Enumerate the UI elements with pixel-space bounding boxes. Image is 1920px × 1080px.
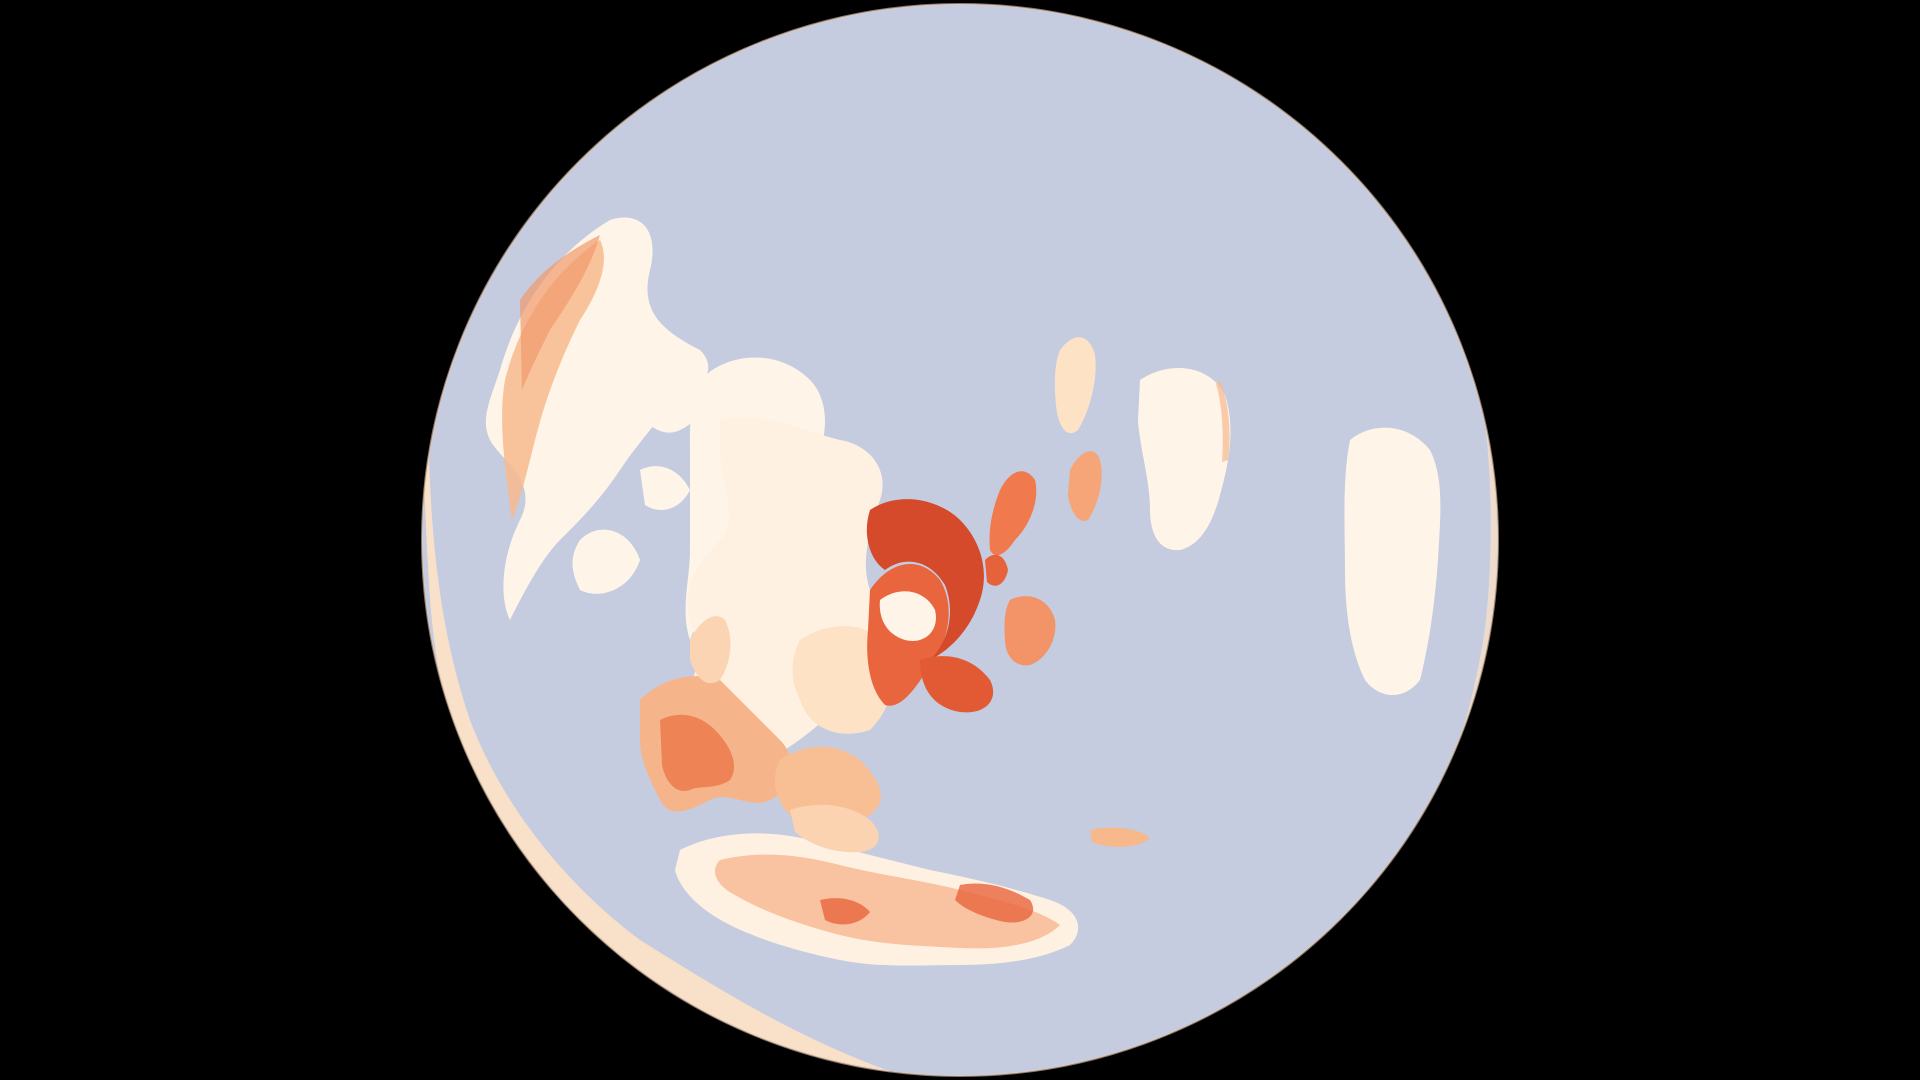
landmass-japan — [989, 471, 1037, 556]
landmass-east-china-coast — [920, 656, 994, 713]
landmass-north-america-density — [502, 240, 604, 520]
landmass-limb-fringe-left — [422, 210, 900, 1076]
landmass-far-east — [1054, 337, 1096, 434]
landmass-europe-core — [660, 714, 735, 791]
landmass-africa-hotspots — [820, 883, 1034, 925]
landmass-tibet — [879, 591, 936, 641]
landmass-china — [866, 499, 984, 660]
landmass-north-america-cities — [520, 235, 600, 390]
landmass-arabia — [790, 804, 879, 853]
landmass-antarctica — [1344, 427, 1441, 695]
landmass-australia — [1138, 368, 1231, 551]
landmass-philippines — [1068, 451, 1102, 521]
landmass-africa-density — [715, 854, 1060, 949]
landmass-scandinavia — [690, 616, 731, 684]
landmass-korea — [985, 554, 1008, 586]
landmass-southeast-asia — [1004, 596, 1056, 666]
landmass-australia-coast — [1216, 380, 1230, 462]
landmass-island-chain — [1090, 827, 1150, 847]
globe-outline — [421, 3, 1499, 1077]
landmass-arctic-islands — [572, 359, 713, 594]
landmass-middle-east — [774, 746, 881, 827]
